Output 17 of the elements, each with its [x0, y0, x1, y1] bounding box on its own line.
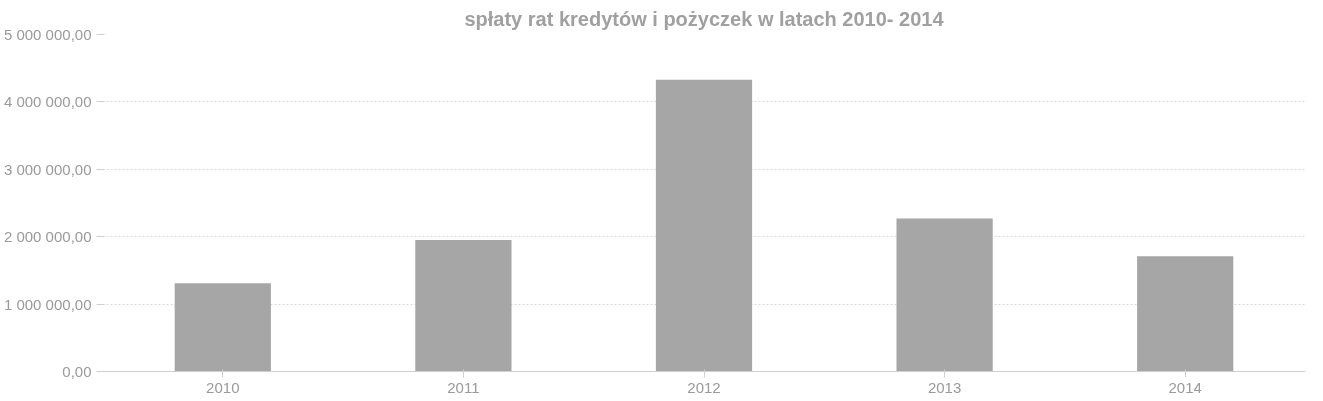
bar [174, 283, 271, 372]
x-tick-label: 2012 [687, 378, 721, 396]
y-tick-label: 4 000 000,00 [3, 93, 92, 111]
bar [896, 218, 993, 372]
x-tick-label: 2011 [447, 378, 480, 396]
chart-title: spłaty rat kredytów i pożyczek w latach 2010- 2014 [464, 7, 945, 30]
bar [1137, 256, 1234, 372]
y-tick-label: 3 000 000,00 [3, 160, 92, 178]
x-tick-label: 2014 [1168, 378, 1202, 396]
y-tick-label: 0,00 [62, 363, 92, 380]
bar [415, 240, 512, 372]
bar [655, 79, 753, 372]
x-tick-label: 2010 [206, 378, 240, 396]
y-tick-label: 1 000 000,00 [3, 295, 92, 313]
y-tick-label: 5 000 000,00 [3, 26, 92, 43]
y-tick-label: 2 000 000,00 [3, 228, 92, 246]
x-tick-label: 2013 [927, 378, 962, 396]
